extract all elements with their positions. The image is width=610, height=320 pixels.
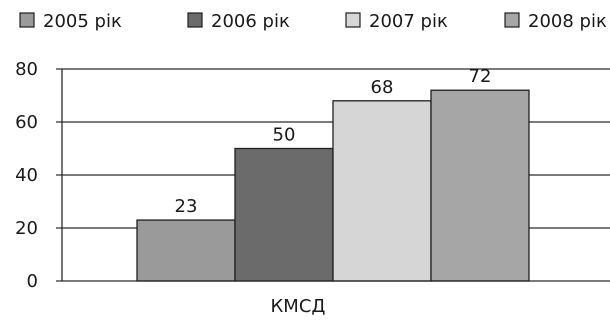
- y-tick-label: 60: [15, 112, 38, 133]
- axes: [61, 69, 610, 282]
- y-tick-label: 20: [15, 218, 38, 239]
- legend: 2005 рік 2006 рік 2007 рік 2008 рік: [19, 11, 607, 32]
- data-label: 23: [175, 196, 198, 217]
- legend-label: 2005 рік: [43, 11, 122, 32]
- data-label: 72: [469, 66, 492, 87]
- data-label: 50: [273, 125, 296, 146]
- data-label: 68: [371, 77, 394, 98]
- bar-2006-рік: [234, 147, 334, 282]
- legend-item: 2005 рік: [19, 11, 122, 32]
- legend-swatch: [187, 12, 203, 28]
- legend-swatch: [504, 12, 520, 28]
- legend-label: 2008 рік: [528, 11, 607, 32]
- legend-item: 2006 рік: [187, 11, 290, 32]
- bars: [136, 89, 530, 282]
- y-axis-ticks: 0 20 40 60 80: [15, 59, 62, 292]
- legend-label: 2007 рік: [369, 11, 448, 32]
- legend-item: 2007 рік: [345, 11, 448, 32]
- x-category-label: КМСД: [271, 296, 326, 317]
- data-labels: 23 50 68 72: [175, 66, 492, 217]
- y-tick-label: 0: [27, 271, 38, 292]
- bar-2007-рік: [332, 100, 432, 282]
- legend-swatch: [345, 12, 361, 28]
- bar-2005-рік: [136, 219, 236, 282]
- legend-item: 2008 рік: [504, 11, 607, 32]
- legend-swatch: [19, 12, 35, 28]
- bar-2008-рік: [430, 89, 530, 282]
- legend-label: 2006 рік: [211, 11, 290, 32]
- y-tick-label: 40: [15, 165, 38, 186]
- y-tick-label: 80: [15, 59, 38, 80]
